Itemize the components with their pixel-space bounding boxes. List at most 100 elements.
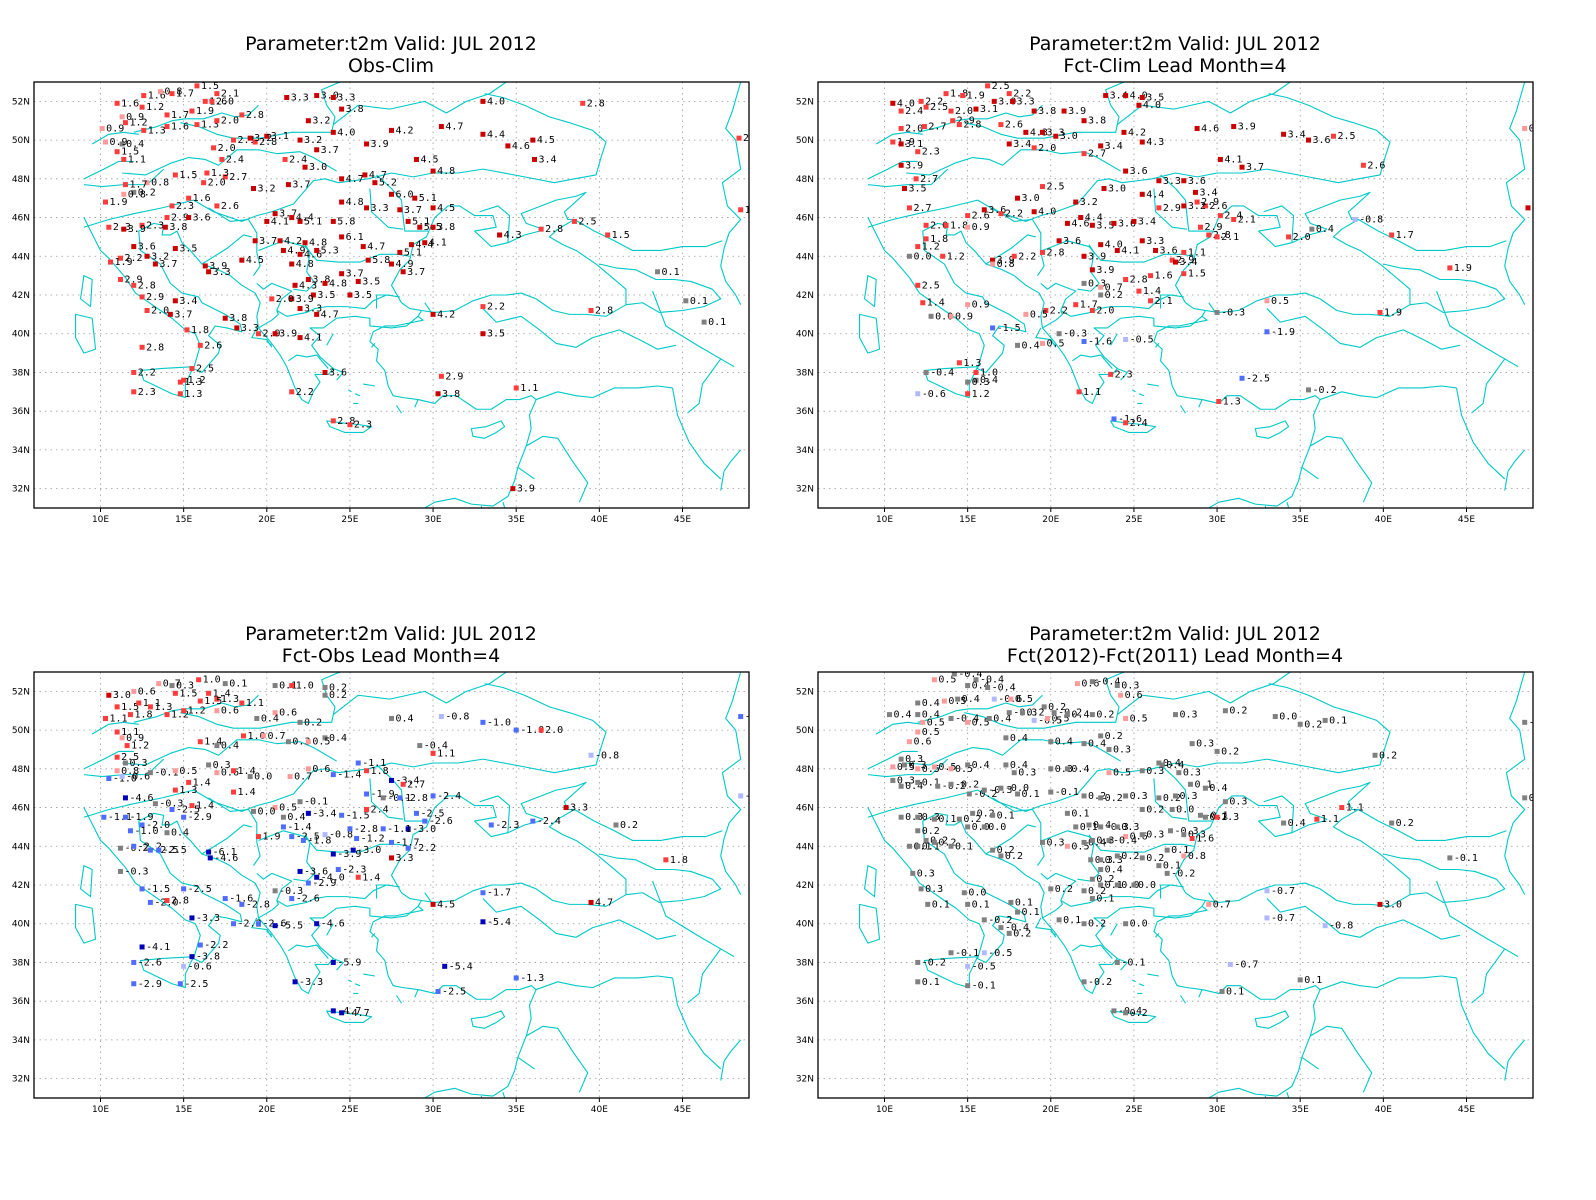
station-marker (139, 104, 145, 110)
station-value: 0.4 (922, 710, 940, 721)
station-value: 0.8 (128, 189, 146, 200)
station-value: 4.2 (1128, 127, 1146, 138)
station-marker (297, 868, 303, 874)
station-value: 2.5 (196, 364, 214, 375)
station-marker (1214, 814, 1220, 820)
station-marker (292, 282, 298, 288)
station-marker (965, 213, 971, 219)
station-value: 2.8 (545, 224, 563, 235)
station-marker (442, 963, 448, 969)
station-marker (1123, 420, 1129, 426)
station-marker (206, 269, 212, 275)
station-marker (1006, 141, 1012, 147)
station-value: 2.0 (930, 220, 948, 231)
station-marker (103, 715, 108, 721)
lon-tick-label: 40E (591, 1105, 608, 1115)
station-marker (1039, 839, 1045, 845)
station-marker (1048, 766, 1054, 772)
station-marker (360, 244, 366, 250)
lon-tick-label: 10E (92, 1105, 109, 1115)
station-value: 4.6 (1201, 123, 1219, 134)
station-value: -0.4 (955, 713, 979, 724)
station-value: -2.4 (537, 816, 561, 827)
station-marker (314, 311, 320, 317)
station-marker (204, 170, 210, 176)
station-marker (397, 249, 403, 255)
station-marker (1525, 205, 1531, 211)
station-marker (513, 975, 519, 981)
lat-tick-label: 46N (796, 214, 814, 224)
station-marker (119, 735, 125, 741)
station-marker (1136, 102, 1142, 108)
station-value: 1.4 (362, 872, 380, 883)
station-marker (197, 698, 203, 704)
station-marker (1164, 847, 1170, 853)
lat-tick-label: 42N (12, 291, 30, 301)
station-marker (1073, 824, 1079, 830)
station-marker (580, 100, 586, 106)
lat-tick-label: 46N (796, 804, 814, 814)
station-marker (998, 853, 1004, 859)
station-value: 4.1 (304, 333, 322, 344)
station-marker (1330, 133, 1336, 139)
station-marker (214, 743, 220, 749)
station-marker (906, 739, 912, 745)
station-marker (297, 799, 303, 805)
station-marker (310, 292, 316, 298)
station-value: 4.1 (1224, 154, 1242, 165)
station-value: 0.5 (1130, 713, 1148, 724)
station-value: 2.8 (337, 416, 355, 427)
station-value: 2.2 (296, 387, 314, 398)
station-value: 3.7 (259, 236, 277, 247)
lat-tick-label: 52N (796, 97, 814, 107)
station-marker (330, 418, 336, 424)
station-value: -0.4 (1529, 717, 1553, 728)
station-marker (121, 226, 127, 232)
station-value: 0.6 (138, 686, 156, 697)
station-marker (1108, 371, 1114, 377)
station-marker (956, 360, 962, 366)
station-value: 3.6 (329, 367, 347, 378)
station-marker (1048, 886, 1054, 892)
coastline (860, 672, 1525, 1119)
lon-tick-label: 30E (1208, 1105, 1225, 1115)
station-value: 4.6 (512, 141, 530, 152)
station-marker (339, 199, 345, 205)
lat-tick-label: 48N (12, 765, 30, 775)
station-value: -1.2 (361, 834, 385, 845)
station-value: 4.8 (309, 238, 327, 249)
station-marker (965, 302, 971, 308)
station-value: 2.8 (595, 305, 613, 316)
station-value: 4.4 (1146, 189, 1164, 200)
station-marker (1098, 242, 1104, 248)
station-marker (1074, 681, 1080, 687)
station-value: 4.5 (246, 255, 264, 266)
station-value: 1.4 (238, 766, 256, 777)
station-marker (918, 886, 924, 892)
station-value: 0.2 (304, 717, 322, 728)
station-value: 2.4 (1224, 211, 1242, 222)
station-marker (330, 851, 336, 857)
station-marker (940, 253, 946, 259)
station-marker (1039, 340, 1045, 346)
station-value: 4.0 (487, 96, 505, 107)
station-value: 3.7 (321, 145, 339, 156)
station-value: 2.0 (216, 96, 234, 107)
station-marker (430, 793, 436, 799)
lon-tick-label: 45E (1458, 515, 1475, 525)
station-value: 0.6 (279, 708, 297, 719)
station-value: -0.2 (942, 781, 966, 792)
station-marker (998, 211, 1004, 217)
station-marker (915, 244, 921, 250)
station-value: 4.6 (304, 249, 322, 260)
station-value: 0.0 (254, 772, 272, 783)
station-value: 0.5 (1030, 309, 1048, 320)
station-value: 0.9 (955, 311, 973, 322)
station-marker (998, 785, 1004, 791)
station-marker (1106, 837, 1112, 843)
station-marker (157, 89, 163, 95)
station-value: 3.3 (1146, 236, 1164, 247)
station-marker (915, 814, 921, 820)
station-value: 2.0 (1293, 232, 1311, 243)
